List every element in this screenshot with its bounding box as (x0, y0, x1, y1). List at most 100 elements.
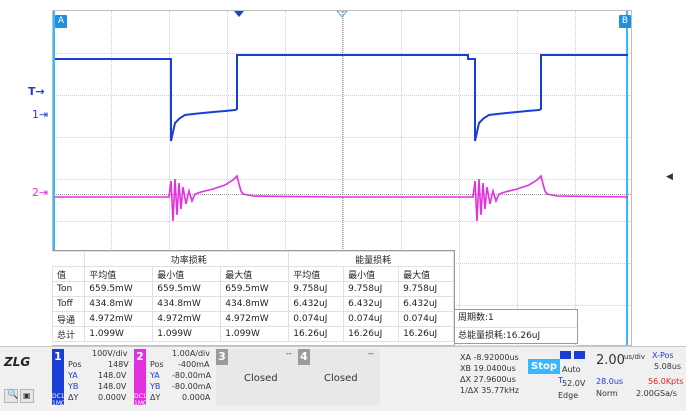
measurement-cell: 总计 (51, 326, 86, 342)
ch2-pos: -400mA (178, 360, 210, 369)
measurement-cell: 434.8mW (152, 296, 222, 312)
measurement-header-cell: 平均值 (288, 266, 345, 282)
cursor-b-tag[interactable]: B (619, 15, 631, 28)
center-marker (336, 11, 348, 18)
ch1-yb: 148.0V (98, 382, 127, 391)
trigger-type: Edge (558, 391, 579, 400)
measurement-cell: 1.099W (152, 326, 222, 342)
ch4-state: Closed (324, 373, 358, 384)
measurement-row: 导通 4.972mW 4.972mW 4.972mW 0.074uJ 0.074uJ 0.0… (51, 311, 454, 327)
cursor-a-tag[interactable]: A (55, 15, 67, 28)
period-count: 周期数:1 (455, 310, 577, 328)
ch1-ya-label: YA (68, 371, 78, 380)
cursor-xb: XB 19.0400us (460, 364, 516, 373)
grid-vline (285, 11, 286, 345)
measurement-header-cell: 最小值 (152, 266, 222, 282)
ch2-number: 2 (134, 349, 146, 405)
measurement-cell: 659.5mW (220, 281, 290, 297)
ch1-dy: 0.000V (98, 393, 127, 402)
trigger-coupling-icon (574, 351, 585, 359)
expand-panel-arrow-icon[interactable]: ◀ (666, 172, 673, 182)
ch2-pos-label: Pos (150, 360, 164, 369)
ch2-offset-marker[interactable]: 2⇥ (32, 186, 49, 199)
center-horizontal-axis (53, 194, 631, 195)
measurement-cell: 4.972mW (220, 311, 290, 327)
cursor-b-line[interactable] (626, 11, 628, 345)
ch2-dy-label: ΔY (150, 393, 161, 402)
ch2-yb-label: YB (150, 382, 161, 391)
measurement-cell: Ton (51, 281, 86, 297)
sample-rate: 2.00GSa/s (636, 389, 677, 398)
record-length: 28.0us (596, 377, 624, 386)
measurement-header-cell: 最大值 (220, 266, 290, 282)
status-bar: ZLG 🔍 ▣ 1 100V/div Pos 148V YA 148.0V YB… (0, 346, 686, 411)
ch3-dash: -- (286, 349, 292, 358)
trigger-level: 52.0V (562, 379, 586, 388)
measurement-cell: 4.972mW (84, 311, 154, 327)
grid-vline (517, 11, 518, 345)
ch4-settings[interactable]: 4 -- Closed (298, 349, 380, 405)
ch2-dy: 0.000A (182, 393, 211, 402)
measurement-table: 功率损耗 能量损耗 值平均值 最小值 最大值 平均值 最小值 最大值 Ton 659.5mW… (51, 251, 454, 342)
ch2-scale: 1.00A/div (172, 349, 211, 358)
measurement-cell: 0.074uJ (343, 311, 400, 327)
ch3-state: Closed (244, 373, 278, 384)
measurement-cell: 0.074uJ (288, 311, 345, 327)
total-energy-loss: 总能量损耗:16.26uJ (455, 328, 577, 346)
cursor-xa: XA -8.92000us (460, 353, 519, 362)
ch2-ya-label: YA (150, 371, 160, 380)
ch1-dy-label: ΔY (68, 393, 79, 402)
measurement-row: 总计 1.099W 1.099W 1.099W 16.26uJ 16.26uJ 16.26u… (51, 326, 454, 342)
grid-vline (111, 11, 112, 345)
acquire-mode: Norm (596, 389, 618, 398)
trigger-mode: Auto (562, 365, 581, 374)
group-blank (52, 251, 86, 267)
ch1-trace (55, 54, 628, 142)
measurement-cell: 6.432uJ (398, 296, 454, 312)
ch2-ya: -80.00mA (172, 371, 212, 380)
measurement-cell: 434.8mW (84, 296, 154, 312)
ch1-offset-marker[interactable]: 1⇥ (32, 108, 49, 121)
measurement-cell: 16.26uJ (343, 326, 400, 342)
grid-vline (343, 11, 344, 345)
trigger-source: T (558, 376, 563, 385)
xpos-label: X-Pos (652, 351, 674, 360)
trigger-settings[interactable]: Auto T 52.0V Edge (556, 349, 590, 405)
measurement-cell: 0.074uJ (398, 311, 454, 327)
grid-vline (227, 11, 228, 345)
zoom-icon[interactable]: 🔍 (4, 389, 18, 403)
timebase-settings[interactable]: 2.00 us/div X-Pos 5.08us 28.0us 56.0Kpts… (594, 349, 684, 405)
ch1-pos-label: Pos (68, 360, 82, 369)
trace-canvas (55, 11, 629, 222)
ch2-trace (55, 174, 629, 222)
period-summary: 周期数:1 总能量损耗:16.26uJ (454, 309, 578, 346)
ch1-scale: 100V/div (92, 349, 128, 358)
ch3-settings[interactable]: 3 -- Closed (216, 349, 298, 405)
measurement-cell: 9.758uJ (398, 281, 454, 297)
screenshot-icon[interactable]: ▣ (20, 389, 34, 403)
trigger-level-marker[interactable]: T→ (28, 85, 45, 98)
ch2-yb: -80.00mA (172, 382, 212, 391)
ch4-number: 4 (298, 349, 310, 365)
group-energy-header: 能量损耗 (288, 251, 454, 267)
measurement-cell: 434.8mW (220, 296, 290, 312)
grid-vline (401, 11, 402, 345)
power-measurement-panel: 功率损耗 能量损耗 值平均值 最小值 最大值 平均值 最小值 最大值 Ton 659.5mW… (51, 250, 455, 345)
ch3-number: 3 (216, 349, 228, 365)
measurement-header-cell: 值 (51, 266, 86, 282)
measurement-row: Toff 434.8mW 434.8mW 434.8mW 6.432uJ 6.432uJ 6… (51, 296, 454, 312)
measurement-header-cell: 最大值 (398, 266, 454, 282)
measurement-header-row: 值平均值 最小值 最大值 平均值 最小值 最大值 (51, 266, 454, 282)
ch1-settings[interactable]: 1 100V/div Pos 148V YA 148.0V YB 148.0V … (52, 349, 134, 407)
trigger-channel-icon (560, 351, 571, 359)
run-stop-button[interactable]: Stop (528, 359, 561, 374)
grid-vline (459, 11, 460, 345)
ch1-ya: 148.0V (98, 371, 127, 380)
points-count: 56.0Kpts (648, 377, 684, 386)
ch2-settings[interactable]: 2 1.00A/div Pos -400mA YA -80.00mA YB -8… (134, 349, 216, 407)
measurement-cell: 导通 (51, 311, 86, 327)
measurement-row: Ton 659.5mW 659.5mW 659.5mW 9.758uJ 9.758uJ 9.… (51, 281, 454, 297)
cursor-a-line[interactable] (53, 11, 55, 345)
measurement-cell: 6.432uJ (343, 296, 400, 312)
ch1-pos: 148V (108, 360, 129, 369)
